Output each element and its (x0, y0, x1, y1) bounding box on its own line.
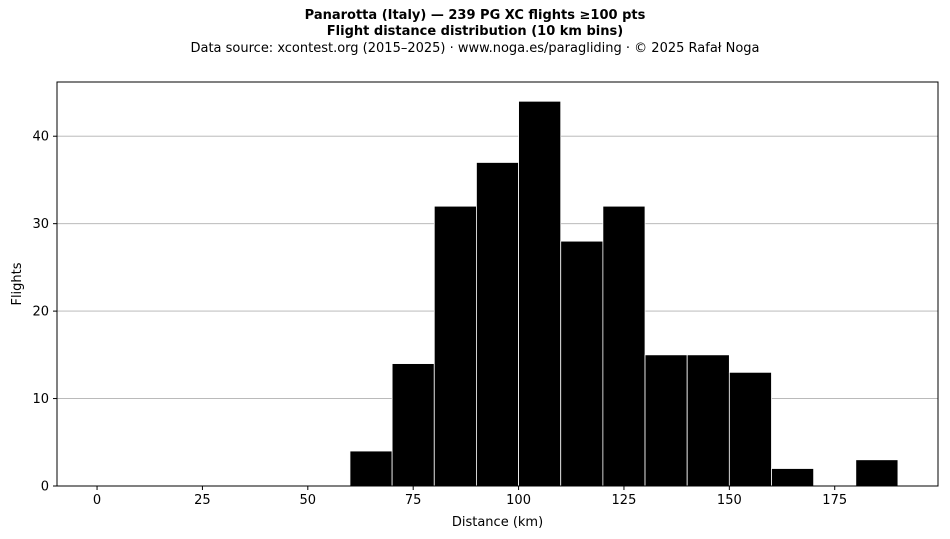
histogram-bar (476, 162, 519, 487)
x-tick-label: 75 (405, 493, 422, 508)
y-tick-label: 0 (41, 480, 49, 495)
x-axis-label: Distance (km) (452, 515, 543, 530)
bars (349, 100, 899, 487)
histogram-bar (771, 468, 815, 487)
histogram-bar (602, 205, 646, 487)
histogram-bar (560, 240, 604, 487)
histogram-bar (433, 205, 477, 487)
plot-frame (56, 81, 939, 487)
y-tick-label: 30 (32, 217, 49, 232)
chart-title-block: Panarotta (Italy) — 239 PG XC flights ≥1… (0, 8, 950, 58)
y-tick-label: 20 (32, 305, 49, 320)
x-axis-ticks: 0 25 50 75 100 125 150 175 (93, 486, 847, 508)
chart-source-note: Data source: xcontest.org (2015–2025) · … (190, 41, 760, 56)
chart-title: Panarotta (Italy) — 239 PG XC flights ≥1… (304, 8, 646, 23)
x-tick-label: 175 (822, 493, 847, 508)
y-axis-label: Flights (10, 262, 25, 305)
x-tick-label: 125 (612, 493, 637, 508)
histogram-bar (518, 100, 562, 487)
x-tick-label: 0 (93, 493, 101, 508)
histogram-bar (391, 363, 435, 487)
histogram-bar (855, 459, 899, 487)
x-tick-label: 100 (506, 493, 531, 508)
y-tick-label: 40 (32, 130, 49, 145)
y-tick-label: 10 (32, 392, 49, 407)
x-tick-label: 150 (717, 493, 742, 508)
y-axis-ticks: 0 10 20 30 40 (32, 130, 57, 495)
histogram-bar (686, 354, 730, 487)
chart-subtitle: Flight distance distribution (10 km bins… (326, 24, 624, 39)
x-tick-label: 50 (300, 493, 317, 508)
histogram-bar (728, 371, 772, 487)
histogram-bar (644, 354, 688, 487)
x-tick-label: 25 (194, 493, 211, 508)
histogram-bar (349, 450, 393, 487)
